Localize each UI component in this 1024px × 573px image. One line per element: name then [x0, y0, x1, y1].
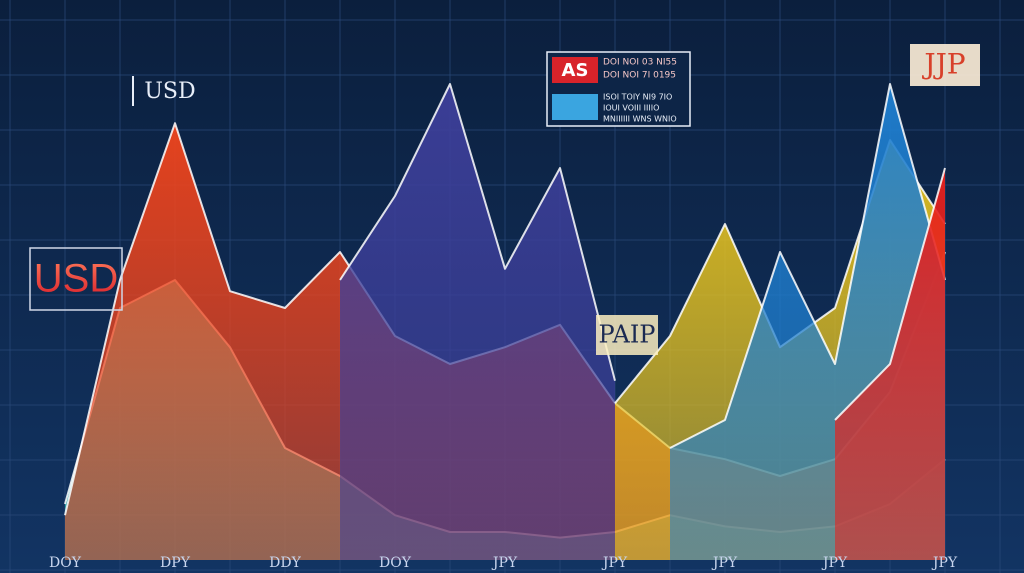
x-tick-label: DDY: [269, 555, 301, 571]
x-tick-label: JPY: [711, 555, 738, 571]
x-tick-label: JPY: [931, 555, 958, 571]
area-line: [339, 83, 616, 382]
legend-icon: [552, 94, 598, 120]
area-line: [834, 167, 946, 421]
area: [340, 84, 615, 560]
plot-area: [64, 83, 946, 560]
annotation-box: [596, 315, 658, 355]
x-tick-label: JPY: [491, 555, 518, 571]
legend-box: AS DOI NOI 03 NI55 DOI NOI 7I 0195 ISOI …: [546, 51, 691, 127]
annotation: USD: [34, 257, 118, 301]
annotation: USD: [144, 79, 195, 104]
legend-text: DOI NOI 7I 0195: [603, 71, 676, 81]
legend-text: DOI NOI 03 NI55: [603, 58, 677, 68]
x-tick-label: DOY: [49, 555, 82, 571]
annotation-box: [29, 247, 123, 311]
area-line: [669, 83, 946, 449]
legend-badge-text: AS: [562, 60, 589, 81]
x-tick-label: DPY: [160, 555, 191, 571]
area: [65, 123, 945, 560]
x-axis: DOY DPY DDY DOY JPY JPY JPY JPY JPY: [49, 555, 958, 571]
legend-badge: [552, 57, 598, 83]
annotation: PAIP: [599, 321, 656, 349]
annotation: JJP: [921, 48, 965, 81]
legend-text: MNIIIIII WNS WNIO: [603, 115, 677, 124]
x-tick-label: JPY: [601, 555, 628, 571]
x-tick-label: DOY: [379, 555, 412, 571]
x-tick-label: JPY: [821, 555, 848, 571]
legend-text: IOUI VOIII IIIIO: [603, 104, 659, 113]
legend-text: ISOI TOIY NI9 7IO: [603, 93, 672, 102]
annotation-box: [910, 44, 980, 86]
